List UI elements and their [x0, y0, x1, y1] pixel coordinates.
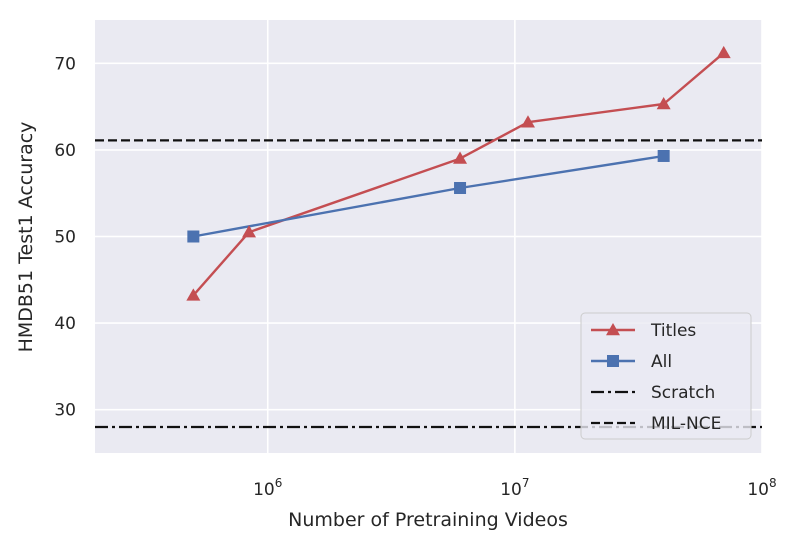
x-tick-label: 108 — [747, 476, 776, 500]
y-tick-label: 60 — [54, 141, 76, 161]
data-point-all — [187, 230, 200, 243]
grid-lines — [95, 20, 763, 453]
legend: Titles All Scratch MIL-NCE — [580, 312, 752, 440]
data-point-titles — [656, 97, 671, 110]
y-tick-labels: 30 40 50 60 70 — [54, 54, 76, 420]
y-tick-label: 40 — [54, 314, 76, 334]
x-tick-base: 10 — [500, 480, 522, 500]
x-tick-exponent: 8 — [769, 476, 777, 490]
legend-label: All — [651, 352, 672, 372]
x-tick-base: 10 — [253, 480, 275, 500]
legend-label: Scratch — [651, 383, 715, 403]
y-tick-label: 30 — [54, 401, 76, 421]
series-markers — [186, 45, 731, 301]
x-tick-label: 106 — [253, 476, 282, 500]
y-axis-label: HMDB51 Test1 Accuracy — [15, 122, 37, 353]
data-point-titles — [453, 151, 468, 164]
legend-label: Titles — [650, 321, 696, 341]
data-point-titles — [186, 288, 201, 301]
data-point-all — [454, 182, 467, 195]
x-axis-label: Number of Pretraining Videos — [288, 509, 568, 531]
series-line-titles — [192, 51, 725, 297]
data-point-titles — [242, 225, 257, 238]
x-tick-label: 107 — [500, 476, 529, 500]
x-tick-labels: 106 107 108 — [253, 476, 777, 500]
legend-marker-all — [607, 355, 619, 367]
x-tick-exponent: 7 — [522, 476, 530, 490]
data-point-all — [657, 149, 670, 162]
x-tick-base: 10 — [747, 480, 769, 500]
data-point-titles — [716, 45, 731, 59]
legend-label: MIL-NCE — [651, 414, 721, 434]
legend-box — [580, 312, 752, 440]
legend-marker-titles — [606, 323, 620, 336]
data-point-titles — [520, 115, 535, 128]
y-tick-label: 70 — [54, 54, 76, 74]
y-tick-label: 50 — [54, 228, 76, 248]
x-tick-exponent: 6 — [275, 476, 283, 490]
